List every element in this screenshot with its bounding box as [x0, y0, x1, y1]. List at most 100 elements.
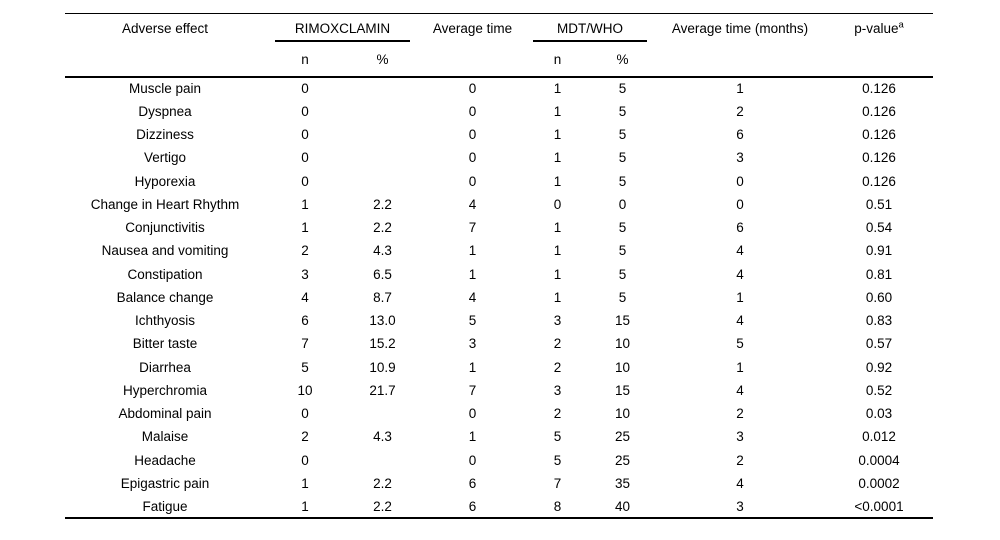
cell-avg-time: 4	[468, 196, 477, 212]
cell-mdt-pct: 25	[614, 452, 631, 468]
cell-rimox-n: 0	[301, 127, 309, 143]
cell-mdt-n: 7	[553, 475, 562, 491]
cell-avg-time: 1	[468, 359, 477, 375]
cell-avg-time-months: 4	[736, 243, 744, 259]
cell-avg-time-months: 4	[736, 475, 744, 491]
cell-rimox-n: 1	[301, 196, 309, 212]
table-row: Headache 0 0 5 25 2 0.0004	[65, 449, 933, 472]
cell-avg-time: 0	[468, 103, 477, 119]
cell-rimox-n: 2	[301, 429, 309, 445]
cell-avg-time: 7	[468, 220, 477, 236]
cell-mdt-pct: 5	[618, 243, 627, 259]
cell-mdt-pct: 15	[614, 313, 631, 329]
cell-p-value: <0.0001	[854, 498, 904, 514]
cell-rimox-pct	[345, 170, 420, 193]
cell-mdt-n: 2	[553, 336, 562, 352]
cell-mdt-pct: 5	[618, 173, 627, 189]
cell-mdt-pct: 35	[614, 475, 631, 491]
cell-rimox-n: 10	[297, 382, 313, 398]
cell-mdt-n: 8	[553, 498, 562, 514]
table-row: Malaise 2 4.3 1 5 25 3 0.012	[65, 425, 933, 448]
cell-avg-time: 0	[468, 406, 477, 422]
table-row: Nausea and vomiting 2 4.3 1 1 5 4 0.91	[65, 239, 933, 262]
cell-p-value: 0.126	[862, 173, 896, 189]
cell-avg-time: 0	[468, 452, 477, 468]
group-header-rimoxclamin: RIMOXCLAMIN	[265, 14, 420, 44]
group-header-rimoxclamin-label: RIMOXCLAMIN	[275, 14, 410, 42]
cell-p-value: 0.60	[865, 289, 893, 305]
cell-avg-time-months: 4	[736, 382, 744, 398]
cell-rimox-n: 7	[301, 336, 309, 352]
table-row: Dizziness 0 0 1 5 6 0.126	[65, 123, 933, 146]
cell-avg-time-months: 4	[736, 313, 744, 329]
cell-rimox-pct: 10.9	[369, 359, 396, 375]
cell-rimox-n: 1	[301, 220, 309, 236]
cell-avg-time: 1	[468, 266, 477, 282]
cell-p-value: 0.92	[865, 359, 893, 375]
cell-p-value: 0.57	[865, 336, 893, 352]
cell-mdt-pct: 5	[618, 127, 627, 143]
cell-rimox-n: 6	[301, 313, 309, 329]
cell-effect: Dizziness	[136, 127, 194, 143]
cell-p-value: 0.54	[865, 220, 893, 236]
cell-avg-time-months: 1	[736, 81, 744, 97]
table-body: Muscle pain 0 0 1 5 1 0.126 Dyspnea 0 0 1 5 2 0.126 Di…	[65, 77, 933, 519]
cell-mdt-pct: 10	[614, 406, 631, 422]
cell-p-value: 0.83	[865, 313, 893, 329]
adverse-effects-table: Adverse effect RIMOXCLAMIN Average time …	[65, 13, 933, 520]
group-header-mdt-who-label: MDT/WHO	[533, 14, 647, 42]
cell-rimox-pct: 8.7	[373, 289, 392, 305]
cell-mdt-pct: 40	[614, 498, 631, 514]
cell-avg-time-months: 5	[736, 336, 744, 352]
cell-mdt-n: 1	[553, 150, 562, 166]
cell-effect: Constipation	[127, 266, 203, 282]
cell-mdt-pct: 10	[614, 359, 631, 375]
subheader-pct-mdt-who: %	[590, 43, 655, 78]
cell-rimox-pct: 2.2	[373, 220, 392, 236]
cell-p-value: 0.012	[862, 429, 896, 445]
table-row: Constipation 3 6.5 1 1 5 4 0.81	[65, 263, 933, 286]
p-value-footnote-marker: a	[898, 19, 904, 31]
cell-rimox-pct: 21.7	[369, 382, 396, 398]
table-header: Adverse effect RIMOXCLAMIN Average time …	[65, 14, 933, 78]
cell-rimox-n: 0	[301, 173, 309, 189]
table-row: Abdominal pain 0 0 2 10 2 0.03	[65, 402, 933, 425]
cell-avg-time-months: 6	[736, 220, 744, 236]
cell-mdt-pct: 5	[618, 81, 627, 97]
cell-p-value: 0.51	[865, 196, 893, 212]
column-header-average-time: Average time	[432, 21, 513, 36]
group-header-mdt-who: MDT/WHO	[525, 14, 655, 44]
cell-avg-time-months: 2	[736, 452, 744, 468]
cell-rimox-pct: 6.5	[373, 266, 392, 282]
cell-effect: Diarrhea	[139, 359, 191, 375]
subheader-n-rimoxclamin: n	[265, 43, 345, 78]
cell-avg-time-months: 2	[736, 406, 744, 422]
cell-effect: Muscle pain	[128, 81, 202, 97]
cell-avg-time: 5	[468, 313, 477, 329]
table-row: Hyporexia 0 0 1 5 0 0.126	[65, 170, 933, 193]
cell-avg-time-months: 6	[736, 127, 744, 143]
cell-avg-time: 1	[468, 429, 477, 445]
cell-rimox-pct: 15.2	[369, 336, 396, 352]
cell-mdt-pct: 5	[618, 289, 627, 305]
cell-mdt-n: 2	[553, 359, 562, 375]
cell-rimox-pct	[345, 146, 420, 169]
cell-mdt-n: 1	[553, 103, 562, 119]
column-header-adverse-effect: Adverse effect	[121, 21, 209, 36]
cell-p-value: 0.81	[865, 266, 893, 282]
cell-rimox-n: 1	[301, 498, 309, 514]
cell-mdt-n: 1	[553, 127, 562, 143]
cell-p-value: 0.91	[865, 243, 893, 259]
cell-p-value: 0.52	[865, 382, 893, 398]
p-value-label: p-value	[854, 21, 899, 36]
cell-mdt-pct: 0	[618, 196, 627, 212]
cell-effect: Abdominal pain	[118, 406, 212, 422]
table-row: Diarrhea 5 10.9 1 2 10 1 0.92	[65, 356, 933, 379]
cell-mdt-pct: 5	[618, 103, 627, 119]
cell-mdt-n: 5	[553, 429, 562, 445]
cell-rimox-n: 0	[301, 150, 309, 166]
cell-mdt-pct: 5	[618, 150, 627, 166]
table-row: Balance change 4 8.7 4 1 5 1 0.60	[65, 286, 933, 309]
cell-rimox-n: 2	[301, 243, 309, 259]
cell-mdt-n: 3	[553, 382, 562, 398]
